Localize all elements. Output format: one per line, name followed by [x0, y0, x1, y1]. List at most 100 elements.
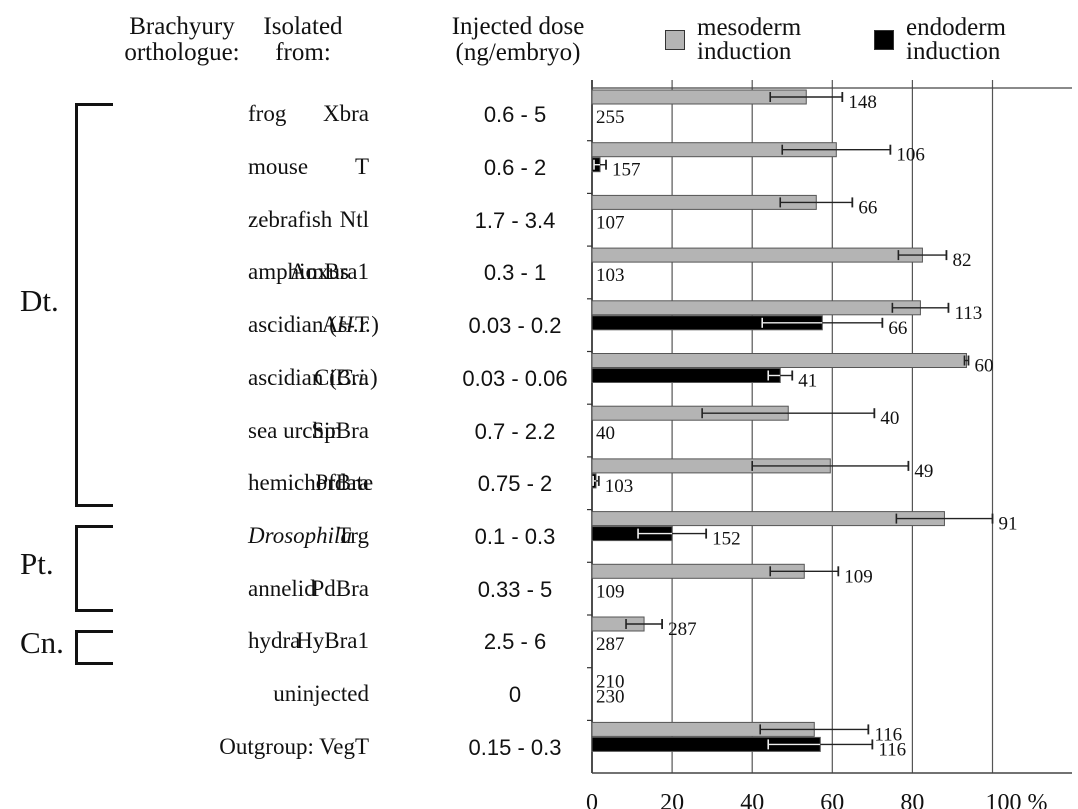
orthologue-name: CiBra [314, 364, 369, 390]
n-label-mesoderm: 116 [874, 724, 902, 745]
n-label-endoderm: 66 [888, 318, 907, 339]
legend-swatch-endoderm [874, 30, 894, 50]
orthologue-name: uninjected [273, 681, 369, 707]
n-label-mesoderm: 60 [974, 356, 993, 377]
orthologue-name: PdBra [311, 575, 370, 601]
clade-bracket [75, 630, 113, 665]
injected-dose: 0.3 - 1 [483, 260, 547, 286]
legend-endoderm: endoderm induction [874, 14, 1006, 65]
x-tick-label: 0 [586, 790, 598, 809]
injected-dose: 0 [508, 682, 522, 708]
source-organism: Drosophila [248, 523, 352, 549]
n-label-endoderm: 103 [605, 476, 634, 497]
n-label-endoderm: 152 [712, 529, 741, 550]
n-label-mesoderm: 210 [596, 672, 625, 693]
injected-dose: 0.75 - 2 [477, 471, 553, 497]
n-label-endoderm: 255 [596, 107, 625, 128]
source-organism: mouse [248, 154, 308, 180]
source-text: ascidian ( [248, 312, 337, 338]
legend-label-endoderm: endoderm induction [906, 14, 1006, 65]
injected-dose: 0.6 - 2 [483, 155, 547, 181]
injected-dose: 0.6 - 5 [483, 102, 547, 128]
orthologue-name: AmBra1 [289, 259, 369, 285]
orthologue-name: As-T [321, 312, 369, 338]
n-label-endoderm: 40 [596, 423, 615, 444]
injected-dose: 0.03 - 0.06 [462, 365, 568, 391]
n-label-endoderm: 107 [596, 212, 625, 233]
orthologue-name: Xbra [323, 101, 369, 127]
source-italic-text: Drosophila [248, 522, 352, 548]
source-text: mouse [248, 154, 309, 180]
n-label-mesoderm: 40 [880, 408, 899, 429]
x-tick-label: 80 [900, 790, 924, 809]
orthologue-name: HyBra1 [296, 628, 369, 654]
source-text: amphioxus [248, 259, 349, 285]
n-label-endoderm: 157 [612, 160, 641, 181]
orthologue-name: Outgroup: VegT [219, 733, 369, 759]
injected-dose: 0.1 - 0.3 [474, 523, 556, 549]
n-label-endoderm: 230 [596, 687, 625, 708]
n-label-endoderm: 103 [596, 265, 625, 286]
source-organism: hemichordate [248, 470, 373, 496]
clade-label: Pt. [20, 546, 54, 582]
n-label-mesoderm: 66 [858, 197, 877, 218]
source-text: zebrafish [248, 206, 333, 232]
bar-mesoderm [591, 511, 945, 527]
source-organism: ascidian (C.i.) [248, 365, 378, 391]
injected-dose: 0.7 - 2.2 [474, 418, 556, 444]
source-text: annelid [248, 575, 316, 601]
orthologue-name: Ntl [339, 206, 369, 232]
n-label-mesoderm: 106 [896, 145, 925, 166]
bar-mesoderm [591, 300, 921, 316]
n-label-mesoderm: 287 [668, 619, 697, 640]
legend-swatch-mesoderm [665, 30, 685, 50]
orthologue-name: PfBra [315, 470, 369, 496]
clade-bracket [75, 524, 113, 612]
orthologue-name: Trg [337, 522, 369, 548]
n-label-mesoderm: 91 [999, 514, 1018, 535]
orthologue-name: T [354, 154, 369, 180]
n-label-mesoderm: 148 [848, 92, 877, 113]
header-source: Isolated from: [263, 13, 343, 66]
injected-dose: 1.7 - 3.4 [474, 207, 556, 233]
bar-endoderm [591, 368, 781, 383]
source-italic-text: C.i. [336, 364, 370, 390]
orthologue-name: SpBra [311, 417, 370, 443]
x-tick-label: 40 [740, 790, 764, 809]
injected-dose: 0.03 - 0.2 [468, 313, 562, 339]
n-label-endoderm: 109 [596, 581, 625, 602]
n-label-mesoderm: 82 [952, 250, 971, 271]
n-label-endoderm: 41 [798, 371, 817, 392]
clade-label: Dt. [20, 282, 59, 318]
legend-mesoderm: mesoderm induction [665, 15, 801, 64]
source-italic-text: H.r. [336, 312, 372, 338]
n-label-endoderm: 116 [878, 739, 906, 760]
n-label-endoderm: 287 [596, 634, 625, 655]
source-organism: annelid [248, 576, 316, 602]
header-orthologue: Brachyury orthologue: [124, 13, 240, 66]
source-suffix: ) [371, 312, 379, 338]
bar-mesoderm [591, 353, 967, 368]
x-tick-label: 20 [660, 790, 684, 809]
source-suffix: ) [370, 364, 378, 390]
injected-dose: 0.33 - 5 [477, 576, 553, 602]
source-organism: hydra [248, 628, 300, 654]
x-tick-label: 60 [820, 790, 844, 809]
source-organism: frog [248, 101, 286, 127]
x-tick-label: 100 % [986, 790, 1048, 809]
n-label-mesoderm: 109 [844, 566, 873, 587]
source-organism: zebrafish [248, 207, 332, 233]
source-text: hemichordate [248, 470, 374, 496]
source-text: frog [248, 101, 287, 127]
source-organism: amphioxus [248, 259, 349, 285]
source-organism: ascidian (H.r.) [248, 312, 379, 338]
injected-dose: 0.15 - 0.3 [468, 734, 562, 760]
source-text: hydra [248, 628, 301, 654]
clade-label: Cn. [20, 625, 64, 661]
injected-dose: 2.5 - 6 [483, 629, 547, 655]
bar-mesoderm [591, 247, 923, 263]
n-label-mesoderm: 113 [954, 303, 982, 324]
source-text: sea urchin [248, 417, 342, 443]
source-text: ascidian ( [248, 364, 337, 390]
